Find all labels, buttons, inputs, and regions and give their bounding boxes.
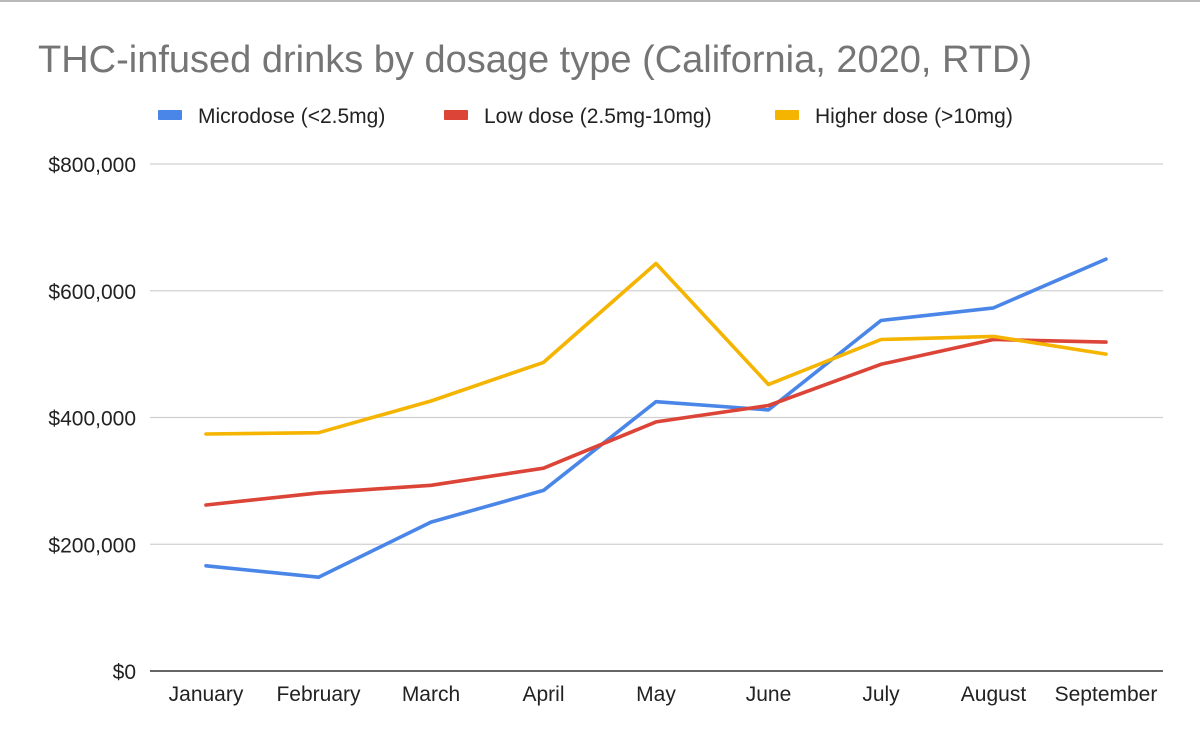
y-tick-label: $400,000 xyxy=(48,408,136,431)
y-tick-label: $600,000 xyxy=(48,281,136,304)
x-tick-label: July xyxy=(862,683,900,706)
chart-title: THC-infused drinks by dosage type (Calif… xyxy=(38,39,1032,81)
legend-swatch xyxy=(775,110,799,120)
y-tick-label: $200,000 xyxy=(48,534,136,557)
legend: Microdose (<2.5mg) Low dose (2.5mg-10mg) H… xyxy=(158,105,1013,128)
x-tick-label: May xyxy=(636,683,676,706)
x-tick-label: January xyxy=(169,683,244,706)
legend-swatch xyxy=(158,110,182,120)
y-tick-label: $0 xyxy=(113,661,136,684)
top-border xyxy=(0,0,1200,2)
y-axis: $0 $200,000 $400,000 $600,000 $800,000 xyxy=(48,154,136,684)
legend-swatch xyxy=(444,110,468,120)
gridlines xyxy=(150,163,1163,545)
x-tick-label: April xyxy=(522,683,564,706)
x-tick-label: February xyxy=(276,683,361,706)
series-lines xyxy=(204,257,1108,580)
x-tick-label: March xyxy=(402,683,460,706)
series-line-1 xyxy=(204,257,1108,580)
series-line-3 xyxy=(204,261,1108,436)
series-line-2 xyxy=(204,337,1108,507)
y-tick-label: $800,000 xyxy=(48,154,136,177)
legend-label: Low dose (2.5mg-10mg) xyxy=(484,105,712,128)
x-axis: January February March April May June July Augu… xyxy=(150,670,1163,706)
legend-label: Microdose (<2.5mg) xyxy=(198,105,385,128)
legend-label: Higher dose (>10mg) xyxy=(815,105,1013,128)
x-tick-label: August xyxy=(961,683,1027,706)
x-tick-label: September xyxy=(1055,683,1158,706)
x-tick-label: June xyxy=(746,683,792,706)
